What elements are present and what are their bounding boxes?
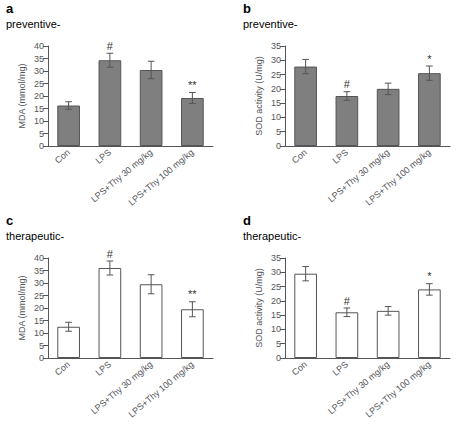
svg-text:35: 35 <box>34 266 44 276</box>
svg-text:10: 10 <box>34 116 44 126</box>
svg-text:40: 40 <box>34 41 44 51</box>
svg-text:0: 0 <box>276 141 281 151</box>
svg-text:25: 25 <box>34 79 44 89</box>
svg-text:30: 30 <box>34 278 44 288</box>
svg-text:30: 30 <box>34 66 44 76</box>
svg-text:LPS+Thy 100 mg/kg: LPS+Thy 100 mg/kg <box>364 359 433 419</box>
svg-text:LPS: LPS <box>331 359 350 378</box>
svg-text:35: 35 <box>271 253 281 263</box>
svg-text:5: 5 <box>39 341 44 351</box>
svg-text:10: 10 <box>271 324 281 334</box>
svg-text:Con: Con <box>290 147 309 165</box>
svg-text:#: # <box>344 78 351 90</box>
svg-text:Con: Con <box>290 359 309 377</box>
svg-text:**: ** <box>188 288 197 300</box>
svg-text:**: ** <box>188 79 197 91</box>
svg-text:35: 35 <box>271 41 281 51</box>
svg-text:LPS+Thy 30 mg/kg: LPS+Thy 30 mg/kg <box>326 147 392 205</box>
svg-text:preventive-: preventive- <box>243 18 298 30</box>
svg-text:#: # <box>344 295 351 307</box>
svg-text:25: 25 <box>271 282 281 292</box>
svg-text:MDA (mmol/mg): MDA (mmol/mg) <box>17 63 27 128</box>
svg-text:30: 30 <box>271 55 281 65</box>
svg-text:therapeutic-: therapeutic- <box>6 230 64 242</box>
svg-text:0: 0 <box>39 353 44 363</box>
svg-text:LPS: LPS <box>331 147 350 166</box>
svg-text:*: * <box>427 53 432 65</box>
svg-text:#: # <box>107 40 114 52</box>
svg-text:20: 20 <box>34 91 44 101</box>
svg-text:SOD activity (U/mg): SOD activity (U/mg) <box>254 268 264 348</box>
svg-text:0: 0 <box>276 353 281 363</box>
svg-text:LPS+Thy 100 mg/kg: LPS+Thy 100 mg/kg <box>127 359 196 419</box>
svg-text:MDA (mmol/mg): MDA (mmol/mg) <box>17 275 27 340</box>
svg-text:LPS: LPS <box>94 147 113 166</box>
svg-text:d: d <box>243 213 251 228</box>
svg-text:5: 5 <box>276 127 281 137</box>
svg-text:LPS+Thy 100 mg/kg: LPS+Thy 100 mg/kg <box>127 147 196 207</box>
svg-text:a: a <box>6 1 14 16</box>
svg-text:SOD activity (U/mg): SOD activity (U/mg) <box>254 56 264 136</box>
svg-text:40: 40 <box>34 253 44 263</box>
svg-text:20: 20 <box>34 303 44 313</box>
svg-text:Con: Con <box>53 147 72 165</box>
svg-text:LPS: LPS <box>94 359 113 378</box>
svg-text:c: c <box>6 213 13 228</box>
svg-text:LPS+Thy 30 mg/kg: LPS+Thy 30 mg/kg <box>326 359 392 417</box>
svg-text:30: 30 <box>271 267 281 277</box>
svg-text:LPS+Thy 30 mg/kg: LPS+Thy 30 mg/kg <box>89 147 155 205</box>
svg-text:15: 15 <box>271 98 281 108</box>
svg-text:LPS+Thy 30 mg/kg: LPS+Thy 30 mg/kg <box>89 359 155 417</box>
svg-text:20: 20 <box>271 296 281 306</box>
svg-text:20: 20 <box>271 84 281 94</box>
svg-text:preventive-: preventive- <box>6 18 61 30</box>
svg-text:25: 25 <box>271 70 281 80</box>
svg-text:15: 15 <box>34 316 44 326</box>
svg-text:#: # <box>107 248 114 260</box>
svg-text:b: b <box>243 1 251 16</box>
svg-text:15: 15 <box>34 104 44 114</box>
svg-text:35: 35 <box>34 54 44 64</box>
svg-text:10: 10 <box>271 112 281 122</box>
svg-text:*: * <box>427 270 432 282</box>
svg-text:25: 25 <box>34 291 44 301</box>
svg-text:5: 5 <box>39 129 44 139</box>
svg-text:Con: Con <box>53 359 72 377</box>
svg-text:therapeutic-: therapeutic- <box>243 230 301 242</box>
svg-text:5: 5 <box>276 339 281 349</box>
svg-text:10: 10 <box>34 328 44 338</box>
svg-text:15: 15 <box>271 310 281 320</box>
svg-text:LPS+Thy 100 mg/kg: LPS+Thy 100 mg/kg <box>364 147 433 207</box>
svg-text:0: 0 <box>39 141 44 151</box>
